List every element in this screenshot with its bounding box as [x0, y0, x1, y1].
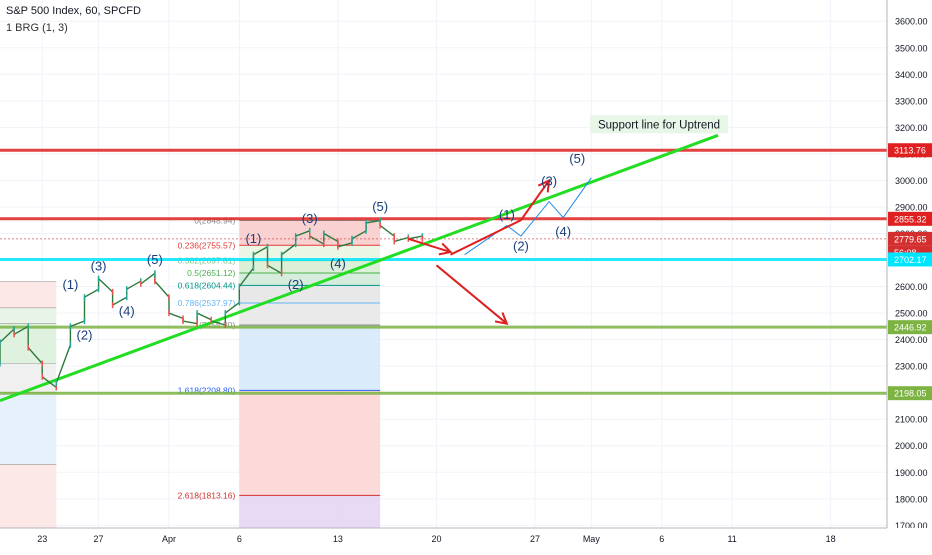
- wave-label: (1): [499, 207, 515, 222]
- x-tick-label: 27: [530, 534, 540, 544]
- fib-level-label: 2.618(1813.16): [178, 490, 236, 500]
- x-tick-label: Apr: [162, 534, 176, 544]
- y-tick-label: 1800.00: [895, 494, 928, 504]
- y-tick-label: 2100.00: [895, 415, 928, 425]
- annotations: (1) (2) (3) (4) (5) (1) (2) (3) (4) (5) (1) (2) (3) (…: [62, 151, 592, 343]
- support-label: Support line for Uptrend: [598, 119, 720, 131]
- price-tag: [888, 143, 932, 158]
- arrow-head: [438, 242, 453, 256]
- x-tick-label: 20: [431, 534, 441, 544]
- arrow-head: [494, 312, 509, 326]
- chart-title: S&P 500 Index, 60, SPCFD: [6, 5, 141, 17]
- price-tag-label: 2779.65: [894, 234, 927, 244]
- price-tag: [888, 252, 932, 267]
- fib-level-label: 1.618(2208.80): [178, 385, 236, 395]
- support-trendline-line: [0, 133, 719, 403]
- wave-label: (2): [77, 328, 93, 343]
- price-tag: [888, 211, 932, 226]
- wave-label: (3): [541, 174, 557, 189]
- price-series: [0, 217, 424, 391]
- x-tick-label: May: [583, 534, 601, 544]
- y-tick-label: 1900.00: [895, 468, 928, 478]
- arrow-head: [537, 178, 551, 193]
- price-tag-label: 2855.32: [894, 214, 927, 224]
- y-tick-label: 2500.00: [895, 309, 928, 319]
- fib-level-label: 0.5(2651.12): [187, 268, 235, 278]
- wave-label: (5): [147, 252, 163, 267]
- wave-label: (5): [372, 199, 388, 214]
- price-tag-label: 2446.92: [894, 323, 927, 333]
- arrow-shaft: [435, 264, 508, 325]
- wave-label: (4): [330, 256, 346, 271]
- y-tick-label: 3000.00: [895, 176, 928, 186]
- arrow-shaft: [450, 179, 550, 256]
- y-tick-label: 2000.00: [895, 441, 928, 451]
- support-label-box: [590, 115, 729, 134]
- indicator-label: 1 BRG (1, 3): [6, 22, 68, 34]
- left-fib-zone: [0, 464, 57, 528]
- left-fib-zone: [0, 363, 57, 393]
- fib-level-label: 0(2848.94): [194, 216, 235, 226]
- y-tick-label: 3300.00: [895, 96, 928, 106]
- fib-level-label: 0.618(2604.44): [178, 280, 236, 290]
- grid: [0, 0, 887, 528]
- price-tag-label: 3113.76: [894, 146, 926, 156]
- y-tick-label: 2400.00: [895, 335, 928, 345]
- wave-label: (2): [288, 277, 304, 292]
- fib-zones: 0(2848.94)0.236(2755.57)0.382(2697.81)0.…: [0, 216, 381, 528]
- x-axis-bg: [0, 528, 932, 550]
- price-tag-label: 2702.17: [894, 255, 927, 265]
- wave-label: (3): [91, 259, 107, 274]
- price-tag: [888, 231, 932, 246]
- horizontal-levels: [0, 148, 887, 395]
- y-tick-label: 3600.00: [895, 17, 928, 27]
- fib-zone: [239, 495, 381, 528]
- fib-zone: [239, 272, 381, 286]
- y-tick-label: 3200.00: [895, 123, 928, 133]
- left-fib-zone: [0, 281, 57, 308]
- price-tag-label: 2198.05: [894, 389, 927, 399]
- x-tick-label: 6: [237, 534, 242, 544]
- support-trendline: Support line for Uptrend: [0, 115, 729, 403]
- wave-label: (4): [555, 224, 571, 239]
- wave-label: (5): [569, 151, 585, 166]
- y-tick-label: 1700.00: [895, 521, 928, 531]
- fib-zone: [239, 245, 381, 261]
- x-tick-label: 6: [659, 534, 664, 544]
- fib-zone: [239, 390, 381, 496]
- wave-label: (1): [245, 231, 261, 246]
- x-tick-label: 13: [333, 534, 343, 544]
- wave-label: (1): [62, 277, 78, 292]
- wave-label: (2): [513, 239, 529, 254]
- x-tick-label: 18: [826, 534, 836, 544]
- fib-level-label: 0.786(2537.97): [178, 298, 236, 308]
- y-axis-bg: [887, 0, 932, 550]
- arrow-shaft: [407, 237, 451, 254]
- y-tick-label: 2900.00: [895, 202, 928, 212]
- fib-level-label: 1(2455.30): [194, 320, 235, 330]
- y-tick-label: 2300.00: [895, 362, 928, 372]
- x-tick-label: 27: [94, 534, 104, 544]
- fib-zone: [239, 324, 381, 391]
- y-tick-label: 2600.00: [895, 282, 928, 292]
- wave-label: (4): [119, 304, 135, 319]
- fib-zone: [239, 285, 381, 304]
- left-fib-zone: [0, 392, 57, 465]
- y-tick-label: 3400.00: [895, 70, 928, 80]
- fib-level-label: 0.236(2755.57): [178, 240, 236, 250]
- y-tick-label: 3500.00: [895, 43, 928, 53]
- left-fib-zone: [0, 307, 57, 324]
- fib-zone: [239, 303, 381, 325]
- wave-label: (3): [302, 211, 318, 226]
- x-tick-label: 11: [727, 534, 736, 544]
- x-tick-label: 23: [37, 534, 47, 544]
- price-tag: [888, 386, 932, 401]
- price-tag: [888, 320, 932, 335]
